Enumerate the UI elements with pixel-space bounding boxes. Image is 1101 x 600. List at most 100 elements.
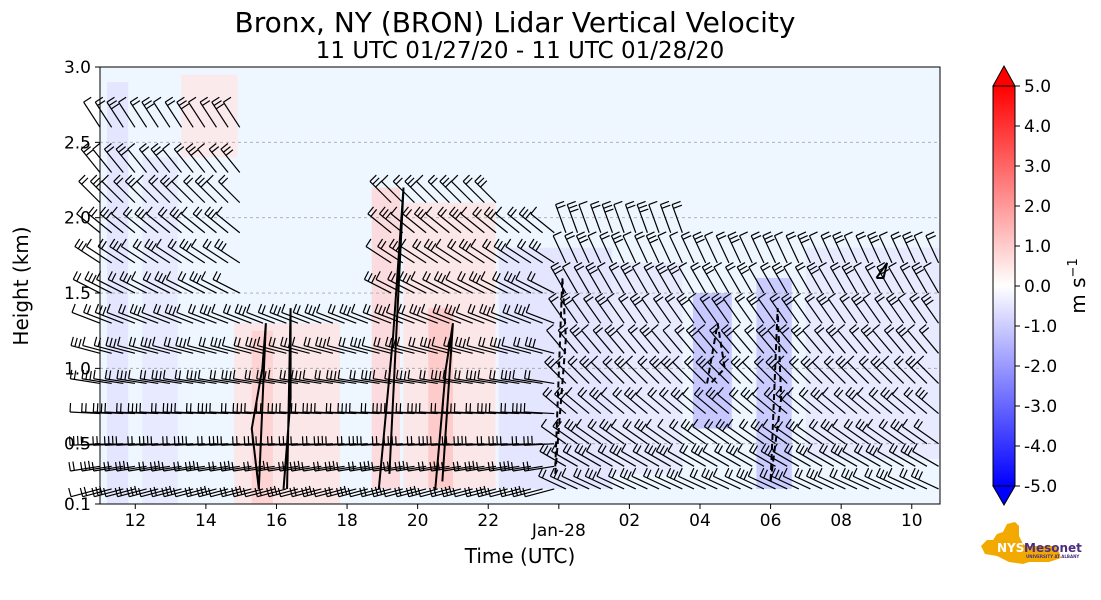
wind-barb-flag <box>570 358 578 366</box>
wind-barb <box>619 467 648 490</box>
wind-barb-flag <box>417 462 421 472</box>
wind-barb-staff <box>369 180 392 204</box>
wind-barb-flag <box>585 296 594 303</box>
wind-barb-flag <box>491 461 495 471</box>
wind-barb-flag <box>690 262 699 268</box>
wind-barb-staff <box>820 235 835 264</box>
wind-barb-flag <box>641 292 650 300</box>
wind-barb <box>97 238 124 264</box>
wind-barb-flag <box>630 327 638 334</box>
wind-barb-staff <box>410 278 439 294</box>
wind-barb-staff <box>897 298 916 324</box>
wind-barb-flag <box>642 467 648 477</box>
wind-barb-flag <box>138 462 141 472</box>
wind-barb-flag <box>80 143 89 150</box>
wind-barb-flag <box>762 418 769 427</box>
wind-barb-flag <box>812 355 820 363</box>
wind-barb-flag <box>788 421 795 430</box>
wind-barb-staff <box>407 411 438 415</box>
wind-barb <box>164 96 183 128</box>
wind-barb-flag <box>607 327 615 334</box>
wind-barb-flag <box>505 238 512 247</box>
wind-barb-flag <box>500 369 504 379</box>
wind-barb-flag <box>590 355 599 363</box>
wind-barb-flag <box>791 358 799 366</box>
wind-barb-flag <box>623 387 631 395</box>
wind-barb-flag <box>692 418 699 427</box>
wind-barb-flag <box>666 361 674 369</box>
wind-barb-staff <box>396 344 427 354</box>
wind-barb <box>650 324 672 354</box>
wind-barb-flag <box>104 143 112 150</box>
wind-barb-flag <box>890 299 899 306</box>
wind-barb-flag <box>905 238 915 244</box>
wind-barb-staff <box>822 393 846 415</box>
wind-barb-staff <box>455 344 485 354</box>
wind-barb-staff <box>625 361 648 384</box>
plot-frame <box>99 66 941 505</box>
wind-barb <box>495 206 520 234</box>
wind-barb-staff <box>773 426 800 445</box>
wind-barb-staff <box>893 361 916 384</box>
wind-barb <box>587 231 602 264</box>
wind-barb-staff <box>256 378 287 385</box>
wind-barb-staff <box>338 344 369 354</box>
colorbar-tick-label: 3.0 <box>1024 157 1051 177</box>
wind-barb-staff <box>466 378 497 385</box>
wind-barb-flag <box>813 471 819 480</box>
wind-barb-staff <box>221 378 252 385</box>
wind-barb-flag <box>416 174 424 182</box>
wind-barb <box>788 355 811 384</box>
wind-barb-flag <box>102 209 110 217</box>
wind-barb-flag <box>868 445 875 454</box>
wind-barb-staff <box>662 329 683 354</box>
wind-barb <box>748 262 765 294</box>
wind-barb-flag <box>899 467 905 477</box>
wind-barb-flag <box>68 487 72 497</box>
wind-barb-flag <box>890 418 897 427</box>
wind-barb <box>80 143 101 173</box>
wind-barb-flag <box>823 421 830 430</box>
wind-barb-staff <box>658 393 683 415</box>
wind-barb-flag <box>238 485 243 495</box>
wind-barb-flag <box>610 265 620 272</box>
wind-barb-flag <box>120 149 129 156</box>
wind-barb-flag <box>185 143 194 150</box>
wind-barb <box>899 467 928 490</box>
wind-barb-staff <box>412 246 439 264</box>
wind-barb-flag <box>876 361 884 369</box>
wind-barb-staff <box>139 443 170 446</box>
wind-barb-staff <box>122 213 147 234</box>
wind-barb-flag <box>742 421 749 430</box>
wind-barb-flag <box>385 303 391 313</box>
wind-barb-flag <box>367 272 373 282</box>
wind-barb-flag <box>632 443 639 452</box>
wind-barb-flag <box>564 231 574 237</box>
wind-barb <box>70 336 101 354</box>
wind-barb <box>642 467 671 490</box>
wind-barb <box>409 303 438 324</box>
wind-barb <box>466 336 497 354</box>
wind-barb-flag <box>626 471 632 480</box>
wind-barb-flag <box>392 240 399 250</box>
wind-barb <box>525 303 555 324</box>
wind-barb-flag <box>291 369 294 379</box>
wind-barb-flag <box>622 231 632 237</box>
wind-barb-staff <box>597 450 625 467</box>
wind-barb-staff <box>604 329 625 354</box>
wind-barb-flag <box>419 369 422 379</box>
wind-barb-staff <box>858 361 881 384</box>
wind-barb-staff <box>525 344 555 354</box>
wind-barb-flag <box>109 238 116 247</box>
wind-barb-staff <box>648 204 660 233</box>
wind-barb <box>539 443 567 467</box>
wind-barb-flag <box>713 296 722 303</box>
wind-barb-staff <box>373 488 403 498</box>
wind-barb-staff <box>876 266 893 294</box>
wind-barb-staff <box>70 378 101 385</box>
wind-barb-staff <box>197 148 217 173</box>
wind-barb <box>875 467 904 490</box>
wind-barb <box>279 369 310 385</box>
wind-barb <box>101 174 124 204</box>
wind-barb-flag <box>778 471 784 480</box>
